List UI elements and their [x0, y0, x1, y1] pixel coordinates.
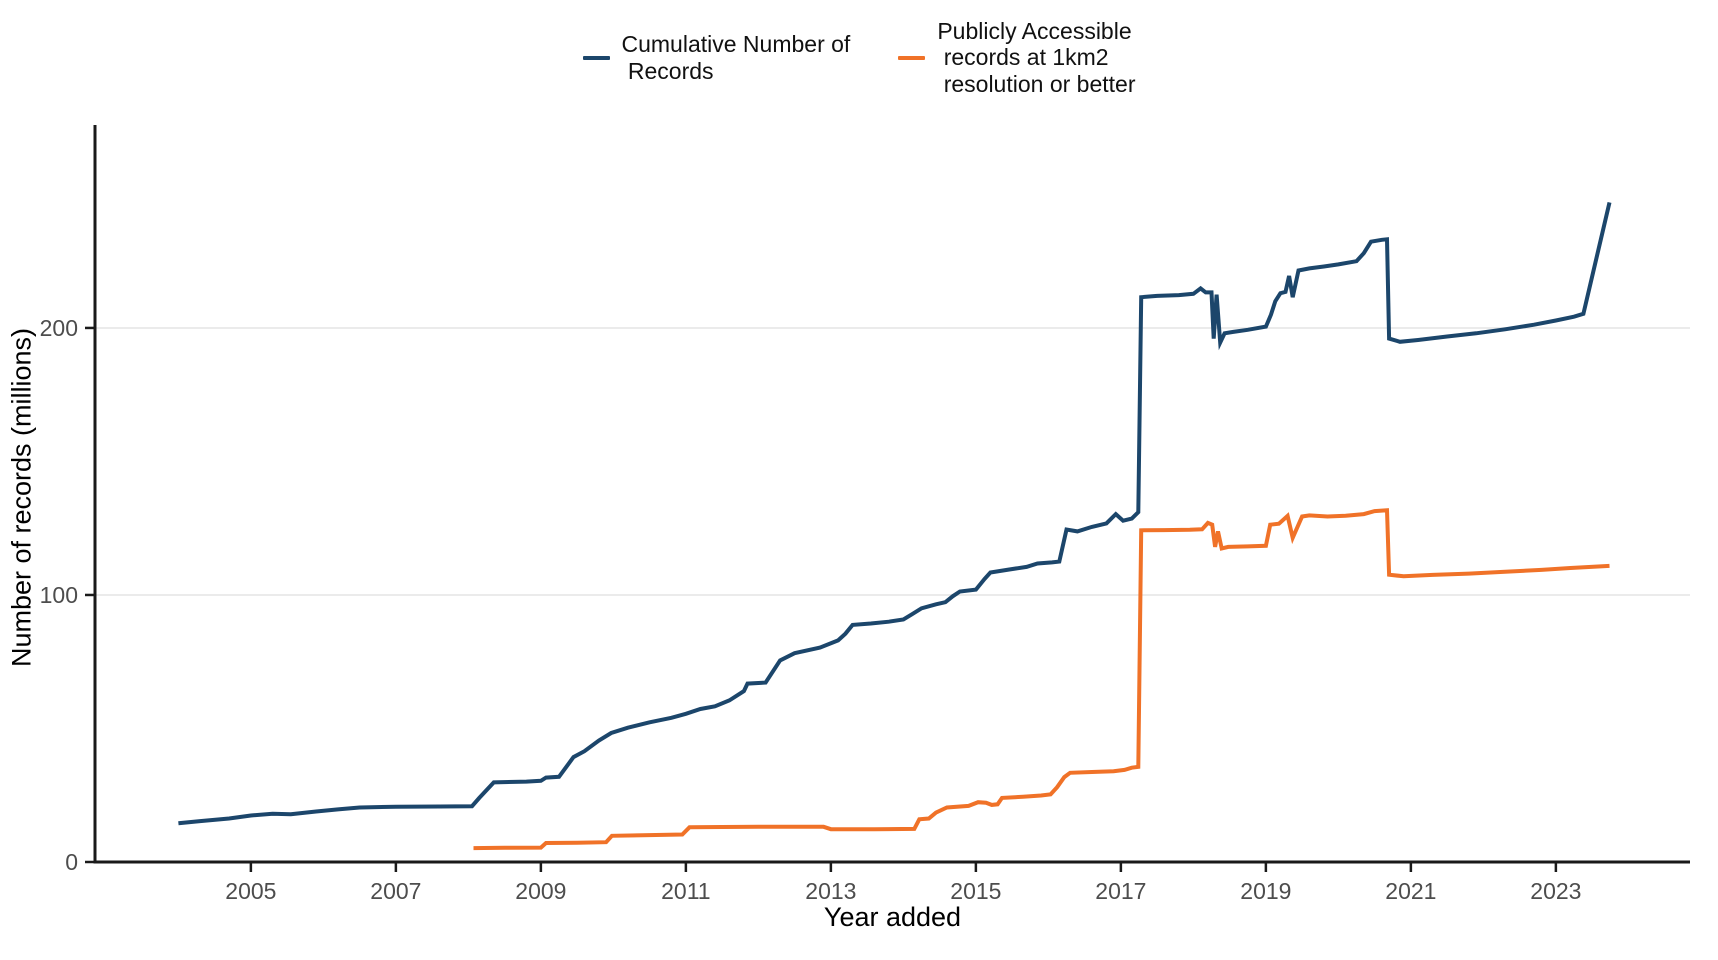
legend-entry-label: Publicly Accessible records at 1km2 reso… [937, 18, 1136, 97]
x-tick-label: 2023 [1530, 878, 1581, 904]
x-tick-label: 2005 [225, 878, 276, 904]
x-tick-label: 2013 [805, 878, 856, 904]
y-tick-label: 200 [40, 315, 78, 341]
series-line-cumulative [178, 201, 1612, 826]
legend-entry-label: Cumulative Number of Records [621, 31, 851, 84]
x-tick-label: 2017 [1095, 878, 1146, 904]
legend-entry-public-1km2: Publicly Accessible records at 1km2 reso… [898, 18, 1135, 97]
y-axis-title: Number of records (millions) [6, 327, 37, 668]
y-tick-label: 0 [65, 849, 78, 875]
x-tick-label: 2007 [370, 878, 421, 904]
legend-entry-cumulative: Cumulative Number of Records [582, 31, 851, 84]
x-tick-label: 2009 [515, 878, 566, 904]
legend-key-line [582, 55, 610, 60]
x-tick-label: 2021 [1385, 878, 1436, 904]
x-axis-title: Year added [823, 902, 962, 932]
x-tick-label: 2015 [950, 878, 1001, 904]
series-line-public-1km2 [473, 508, 1610, 851]
x-tick-label: 2019 [1240, 878, 1291, 904]
y-tick-label: 100 [40, 582, 78, 608]
chart-legend: Cumulative Number of Records Publicly Acc… [0, 18, 1718, 97]
legend-key-line [898, 55, 926, 60]
x-tick-label: 2011 [661, 878, 710, 904]
